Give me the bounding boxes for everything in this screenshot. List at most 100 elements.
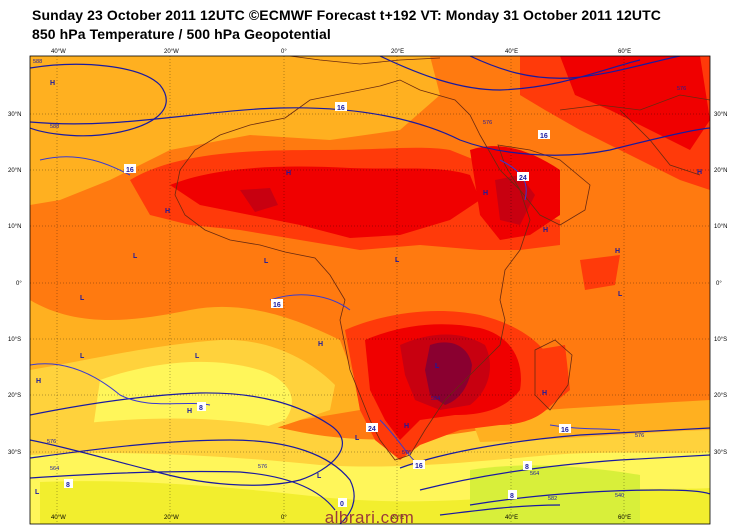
lon-tick: 60°E (618, 49, 631, 55)
svg-text:0: 0 (340, 501, 344, 508)
contour-label: 564 (50, 466, 59, 472)
svg-text:8: 8 (525, 464, 529, 471)
pressure-center: L (317, 473, 322, 480)
svg-text:8: 8 (66, 482, 70, 489)
lat-tick: 10°N (8, 224, 21, 230)
svg-text:24: 24 (519, 175, 527, 182)
contour-label: 576 (677, 86, 686, 92)
pressure-center: L (80, 353, 85, 360)
lat-tick: 30°N (8, 112, 21, 118)
lat-tick: 10°S (714, 337, 727, 343)
pressure-center: H (542, 390, 547, 397)
temp-label: 8 (523, 461, 532, 471)
svg-text:24: 24 (368, 426, 376, 433)
svg-text:8: 8 (199, 405, 203, 412)
pressure-center: H (543, 227, 548, 234)
contour-label: 564 (530, 471, 539, 477)
lat-tick: 20°N (714, 168, 727, 174)
pressure-center: L (133, 253, 138, 260)
chart-subtitle: 850 hPa Temperature / 500 hPa Geopotenti… (32, 26, 331, 42)
lon-tick: 0° (281, 49, 287, 55)
pressure-center: L (435, 363, 440, 370)
temp-label: 16 (335, 102, 347, 112)
contour-label: 576 (402, 450, 411, 456)
pressure-center: H (483, 190, 488, 197)
map-frame (29, 55, 711, 525)
lon-tick: 40°W (51, 49, 66, 55)
temp-label: 16 (271, 299, 283, 309)
watermark: albrari.com (324, 508, 415, 527)
contour-label: 588 (33, 59, 42, 65)
temp-label: 0 (338, 498, 347, 508)
contour-label: 576 (258, 464, 267, 470)
pressure-center: L (264, 258, 269, 265)
temp-label: 8 (64, 479, 73, 489)
svg-text:16: 16 (561, 427, 569, 434)
contour-label: 582 (548, 496, 557, 502)
temp-label: 16 (538, 130, 550, 140)
pressure-center: H (615, 248, 620, 255)
temp-label: 24 (366, 423, 378, 433)
pressure-center: H (50, 80, 55, 87)
chart-title: Sunday 23 October 2011 12UTC ©ECMWF Fore… (32, 7, 661, 23)
temp-label: 8 (197, 402, 206, 412)
lon-tick: 40°E (505, 515, 518, 521)
temperature-labels: 16 16 16 24 16 8 16 8 16 8 0 8 24 (64, 102, 571, 508)
svg-text:16: 16 (126, 167, 134, 174)
contour-label: 576 (483, 120, 492, 126)
lat-tick: 20°N (8, 168, 21, 174)
lon-tick: 20°W (164, 49, 179, 55)
pressure-center: H (404, 423, 409, 430)
geopotential-labels: 588 588 576 576 576 564 576 584 576 540 … (33, 59, 686, 502)
lon-tick: 20°W (164, 515, 179, 521)
lat-tick: 0° (716, 281, 722, 287)
lat-tick: 10°N (714, 224, 727, 230)
pressure-centers: H H H H L L L L H H L L H L H L H H L L … (35, 80, 702, 496)
lat-tick: 30°S (714, 450, 727, 456)
temperature-contours (30, 156, 621, 466)
pressure-center: H (187, 408, 192, 415)
pressure-center: H (36, 378, 41, 385)
lat-tick: 30°N (714, 112, 727, 118)
geopotential-contours (30, 56, 710, 524)
lat-tick: 10°S (8, 337, 21, 343)
svg-text:16: 16 (337, 105, 345, 112)
contour-label: 584 (431, 396, 440, 402)
contour-label: 588 (50, 124, 59, 130)
pressure-center: L (618, 291, 623, 298)
longitude-axis: 40°W 20°W 0° 20°E 40°E 60°E 40°W 20°W 0°… (51, 49, 631, 521)
pressure-center: L (80, 295, 85, 302)
lat-tick: 20°S (8, 393, 21, 399)
temp-label: 16 (559, 424, 571, 434)
lat-tick: 20°S (714, 393, 727, 399)
latitude-axis: 30°N 20°N 10°N 0° 10°S 20°S 30°S 30°N 20… (8, 112, 727, 456)
pressure-center: H (165, 208, 170, 215)
pressure-center: L (195, 353, 200, 360)
pressure-center: H (318, 341, 323, 348)
svg-text:8: 8 (510, 493, 514, 500)
pressure-center: L (395, 257, 400, 264)
temperature-field (30, 56, 710, 524)
contour-label: 576 (47, 439, 56, 445)
temp-label: 16 (124, 164, 136, 174)
temp-label: 8 (508, 490, 517, 500)
lon-tick: 40°E (505, 49, 518, 55)
lon-tick: 20°E (391, 49, 404, 55)
pressure-center: L (35, 489, 40, 496)
svg-text:16: 16 (415, 463, 423, 470)
lon-tick: 60°E (618, 515, 631, 521)
svg-text:16: 16 (273, 302, 281, 309)
temp-label: 24 (517, 172, 529, 182)
pressure-center: L (355, 435, 360, 442)
contour-label: 540 (615, 493, 624, 499)
lon-tick: 0° (281, 515, 287, 521)
pressure-center: H (286, 170, 291, 177)
lat-tick: 0° (16, 281, 22, 287)
svg-text:16: 16 (540, 133, 548, 140)
lat-tick: 30°S (8, 450, 21, 456)
lon-tick: 20°E (391, 515, 404, 521)
temp-label: 16 (413, 460, 425, 470)
lon-tick: 40°W (51, 515, 66, 521)
contour-label: 576 (635, 433, 644, 439)
